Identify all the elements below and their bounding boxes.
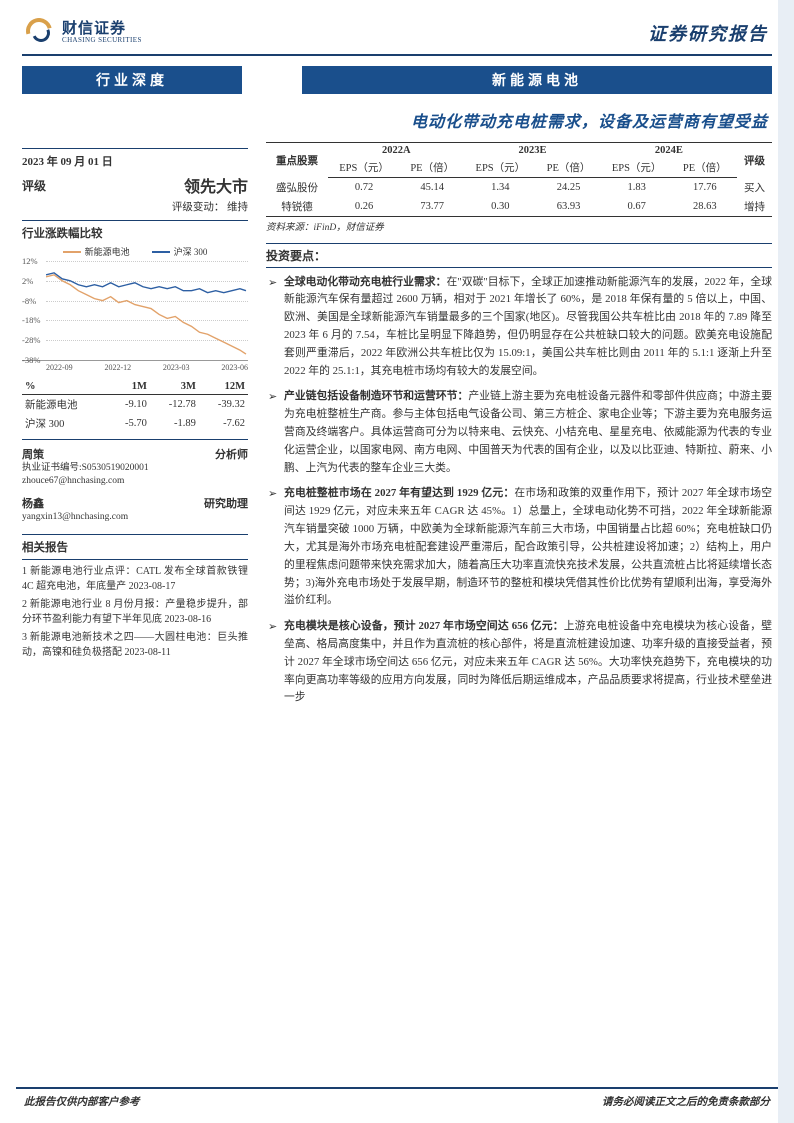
legend-item: 沪深 300: [152, 245, 208, 258]
related-title: 相关报告: [22, 539, 248, 555]
analyst-name: 杨鑫: [22, 495, 44, 511]
point-body: 产业链上游主要为充电桩设备元器件和零部件供应商；中游主要为充电桩整桩生产商。参与…: [284, 390, 772, 473]
point-lead: 充电桩整桩市场在 2027 年有望达到 1929 亿元：: [284, 487, 514, 499]
rating-label: 评级: [22, 177, 46, 194]
chart-legend: 新能源电池 沪深 300: [22, 245, 248, 258]
investment-points: 全球电动化带动充电桩行业需求：在"双碳"目标下，全球正加速推动新能源汽车的发展，…: [266, 274, 772, 708]
ribbons: 行业深度 新能源电池: [22, 66, 772, 94]
table-row: 新能源电池 -9.10 -12.78 -39.32: [22, 395, 248, 415]
analyst-block: 杨鑫 研究助理 yangxin13@hnchasing.com: [22, 495, 248, 524]
list-item: 产业链包括设备制造环节和运营环节：产业链上游主要为充电桩设备元器件和零部件供应商…: [266, 388, 772, 477]
logo-icon: [26, 18, 56, 48]
rating-row: 评级 领先大市: [22, 173, 248, 197]
table-row: 沪深 300 -5.70 -1.89 -7.62: [22, 414, 248, 433]
point-body: 在"双碳"目标下，全球正加速推动新能源汽车的发展，2022 年，全球新能源汽车保…: [284, 276, 772, 377]
right-column: 重点股票 2022A 2023E 2024E 评级 EPS（元） PE（倍） E…: [266, 142, 772, 715]
rating-change: 评级变动： 维持: [22, 199, 248, 214]
related-reports: 1 新能源电池行业点评：CATL 发布全球首款铁锂 4C 超充电池，年底量产 2…: [22, 564, 248, 660]
list-item: 充电桩整桩市场在 2027 年有望达到 1929 亿元：在市场和政策的双重作用下…: [266, 485, 772, 610]
brand-logo: 财信证券 CHASING SECURITIES: [26, 18, 142, 48]
list-item: 2 新能源电池行业 8 月份月报：产量稳步提升，部分环节盈利能力有望下半年见底 …: [22, 597, 248, 627]
perf-chart-title: 行业涨跌幅比较: [22, 225, 248, 241]
list-item: 3 新能源电池新技术之四——大圆柱电池：巨头推动，高镍和硅负极搭配 2023-0…: [22, 630, 248, 660]
brand-name-cn: 财信证券: [62, 21, 142, 38]
analyst-name: 周策: [22, 446, 44, 462]
footer-left: 此报告仅供内部客户参考: [24, 1094, 140, 1109]
report-title: 电动化带动充电桩需求，设备及运营商有望受益: [16, 108, 768, 132]
analyst-email: yangxin13@hnchasing.com: [22, 511, 248, 524]
analyst-cert: 执业证书编号:S0530519020001: [22, 462, 248, 475]
line-chart-svg: [46, 261, 248, 360]
analyst-email: zhouce67@hnchasing.com: [22, 475, 248, 488]
table-subheader: EPS（元） PE（倍） EPS（元） PE（倍） EPS（元） PE（倍）: [266, 158, 772, 178]
report-date: 2023 年 09 月 01 日: [22, 153, 248, 169]
header: 财信证券 CHASING SECURITIES 证券研究报告: [16, 18, 778, 54]
ribbon-right: 新能源电池: [302, 66, 772, 94]
legend-item: 新能源电池: [63, 245, 130, 258]
analyst-role: 研究助理: [204, 495, 248, 511]
analyst-block: 周策 分析师 执业证书编号:S0530519020001 zhouce67@hn…: [22, 446, 248, 489]
investment-points-title: 投资要点：: [266, 243, 772, 268]
footer-right: 请务必阅读正文之后的免责条款部分: [602, 1094, 770, 1109]
stock-table: 重点股票 2022A 2023E 2024E 评级 EPS（元） PE（倍） E…: [266, 142, 772, 217]
table-row: 盛弘股份 0.72 45.14 1.34 24.25 1.83 17.76 买入: [266, 178, 772, 197]
header-divider: [22, 54, 772, 56]
brand-name-en: CHASING SECURITIES: [62, 37, 142, 45]
analyst-role: 分析师: [215, 446, 248, 462]
list-item: 1 新能源电池行业点评：CATL 发布全球首款铁锂 4C 超充电池，年底量产 2…: [22, 564, 248, 594]
table-header: % 1M 3M 12M: [22, 379, 248, 395]
list-item: 充电模块是核心设备，预计 2027 年市场空间达 656 亿元：上游充电桩设备中…: [266, 618, 772, 707]
page: 财信证券 CHASING SECURITIES 证券研究报告 行业深度 新能源电…: [16, 0, 778, 715]
chart-x-labels: 2022-09 2022-12 2023-03 2023-06: [22, 361, 248, 372]
table-row: 特锐德 0.26 73.77 0.30 63.93 0.67 28.63 增持: [266, 197, 772, 217]
point-body: 在市场和政策的双重作用下，预计 2027 年全球市场空间达 1929 亿元，对应…: [284, 487, 772, 606]
chart-area: 12% 2% -8% -18% -28% -38%: [22, 261, 248, 361]
point-lead: 充电模块是核心设备，预计 2027 年市场空间达 656 亿元：: [284, 620, 564, 632]
list-item: 全球电动化带动充电桩行业需求：在"双碳"目标下，全球正加速推动新能源汽车的发展，…: [266, 274, 772, 381]
legend-swatch: [63, 251, 81, 253]
point-lead: 产业链包括设备制造环节和运营环节：: [284, 390, 468, 402]
ribbon-left: 行业深度: [22, 66, 242, 94]
left-column: 2023 年 09 月 01 日 评级 领先大市 评级变动： 维持 行业涨跌幅比…: [22, 142, 248, 715]
table-source: 资料来源：iFinD，财信证券: [266, 219, 772, 233]
report-type: 证券研究报告: [648, 20, 768, 46]
columns: 2023 年 09 月 01 日 评级 领先大市 评级变动： 维持 行业涨跌幅比…: [16, 142, 778, 715]
side-stripe: [778, 0, 794, 1123]
point-body: 上游充电桩设备中充电模块为核心设备，壁垒高、格局高度集中，并且作为直流桩的核心部…: [284, 620, 772, 703]
footer: 此报告仅供内部客户参考 请务必阅读正文之后的免责条款部分: [16, 1087, 778, 1109]
point-lead: 全球电动化带动充电桩行业需求：: [284, 276, 446, 288]
series-a: [46, 275, 246, 354]
legend-swatch: [152, 251, 170, 253]
table-header: 重点股票 2022A 2023E 2024E 评级: [266, 143, 772, 159]
perf-table: % 1M 3M 12M 新能源电池 -9.10 -12.78 -39.32 沪深…: [22, 379, 248, 433]
perf-chart: 新能源电池 沪深 300 12% 2% -8% -18% -28% -38%: [22, 245, 248, 375]
rating-value: 领先大市: [184, 173, 248, 197]
